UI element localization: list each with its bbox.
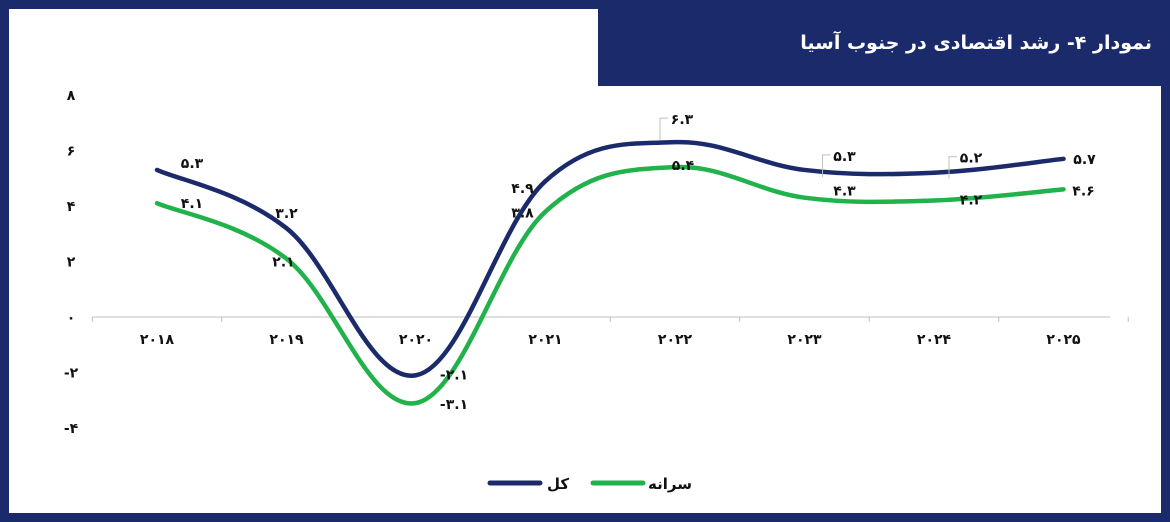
data-label-total: ۵.۳ — [833, 149, 856, 165]
data-label-per-capita: -۳.۱ — [440, 397, 468, 413]
data-label-per-capita: ۲.۱ — [272, 255, 294, 271]
chart-title-band: نمودار ۴- رشد اقتصادی در جنوب آسیا — [598, 0, 1170, 86]
data-label-total: ۵.۲ — [960, 151, 983, 167]
data-label-total: ۵.۳ — [181, 156, 204, 172]
y-tick-label: ۰ — [67, 310, 76, 326]
x-tick-label: ۲۰۲۱ — [528, 332, 562, 348]
chart-title: نمودار ۴- رشد اقتصادی در جنوب آسیا — [800, 32, 1152, 54]
x-tick-label: ۲۰۲۳ — [787, 332, 822, 348]
data-label-leader-line — [948, 156, 957, 179]
y-tick-label: ۶ — [67, 144, 76, 160]
data-label-per-capita: ۴.۶ — [1072, 183, 1094, 199]
y-tick-label: ۴ — [67, 199, 76, 215]
legend-label-per-capita: سرانه — [648, 475, 692, 493]
data-label-per-capita: ۴.۱ — [181, 196, 203, 212]
data-label-total: ۴.۹ — [511, 181, 534, 197]
series-line-total — [154, 139, 1066, 378]
data-label-per-capita: ۴.۳ — [833, 184, 856, 200]
data-label-total: ۵.۷ — [1073, 152, 1096, 168]
legend-label-total: کل — [547, 475, 569, 493]
data-label-total: ۶.۳ — [671, 112, 694, 128]
y-tick-label: ۲ — [67, 255, 76, 271]
data-label-leader-line — [822, 154, 831, 177]
data-label-leader-line — [659, 117, 668, 141]
x-tick-label: ۲۰۱۹ — [269, 332, 304, 348]
y-tick-label: -۲ — [64, 366, 79, 382]
series-line-per-capita — [154, 164, 1066, 406]
x-tick-label: ۲۰۲۵ — [1046, 332, 1081, 348]
data-label-per-capita: ۵.۴ — [672, 158, 695, 174]
y-tick-label: -۴ — [64, 421, 79, 437]
y-tick-label: ۸ — [67, 88, 76, 104]
data-label-total: ۳.۲ — [275, 206, 298, 222]
x-tick-label: ۲۰۲۰ — [399, 332, 433, 348]
data-label-total: -۲.۱ — [440, 367, 468, 383]
x-tick-label: ۲۰۱۸ — [140, 332, 175, 348]
data-label-per-capita: ۳.۸ — [511, 206, 534, 222]
x-tick-label: ۲۰۲۲ — [658, 332, 693, 348]
x-tick-label: ۲۰۲۴ — [917, 332, 952, 348]
data-label-per-capita: ۴.۲ — [960, 192, 983, 208]
